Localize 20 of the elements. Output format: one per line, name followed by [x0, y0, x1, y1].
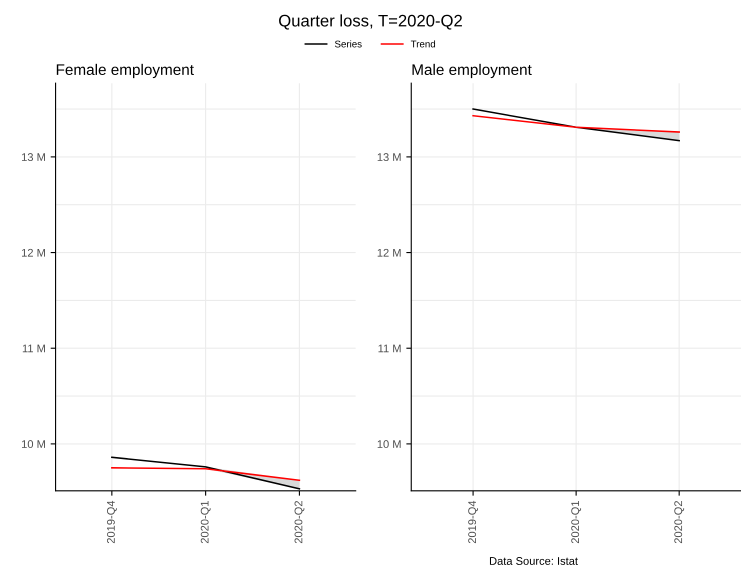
x-tick-label: 2019-Q4	[106, 500, 117, 544]
x-tick-label: 2020-Q1	[200, 501, 211, 544]
y-tick-label: 11 M	[378, 344, 401, 352]
y-tick-label: 10 M	[378, 440, 401, 448]
x-tick-label: 2020-Q2	[674, 501, 684, 544]
legend-label: Trend	[410, 40, 436, 48]
source-note: Data Source: Istat	[490, 557, 578, 565]
y-tick-label: 11 M	[22, 344, 45, 352]
chart-title: Male employment	[412, 64, 532, 78]
y-tick-label: 12 M	[22, 248, 45, 257]
y-tick-label: 13 M	[22, 153, 45, 162]
chart-title: Female employment	[56, 64, 194, 78]
y-tick-label: 10 M	[22, 440, 45, 448]
x-tick-label: 2020-Q2	[294, 501, 304, 544]
x-tick-label: 2020-Q1	[571, 501, 582, 544]
x-tick-label: 2019-Q4	[468, 500, 478, 544]
legend-label: Series	[334, 40, 362, 48]
text: Quarter loss, T=2020-Q2	[279, 14, 462, 30]
y-tick-label: 12 M	[378, 248, 401, 257]
y-tick-label: 13 M	[378, 153, 401, 162]
